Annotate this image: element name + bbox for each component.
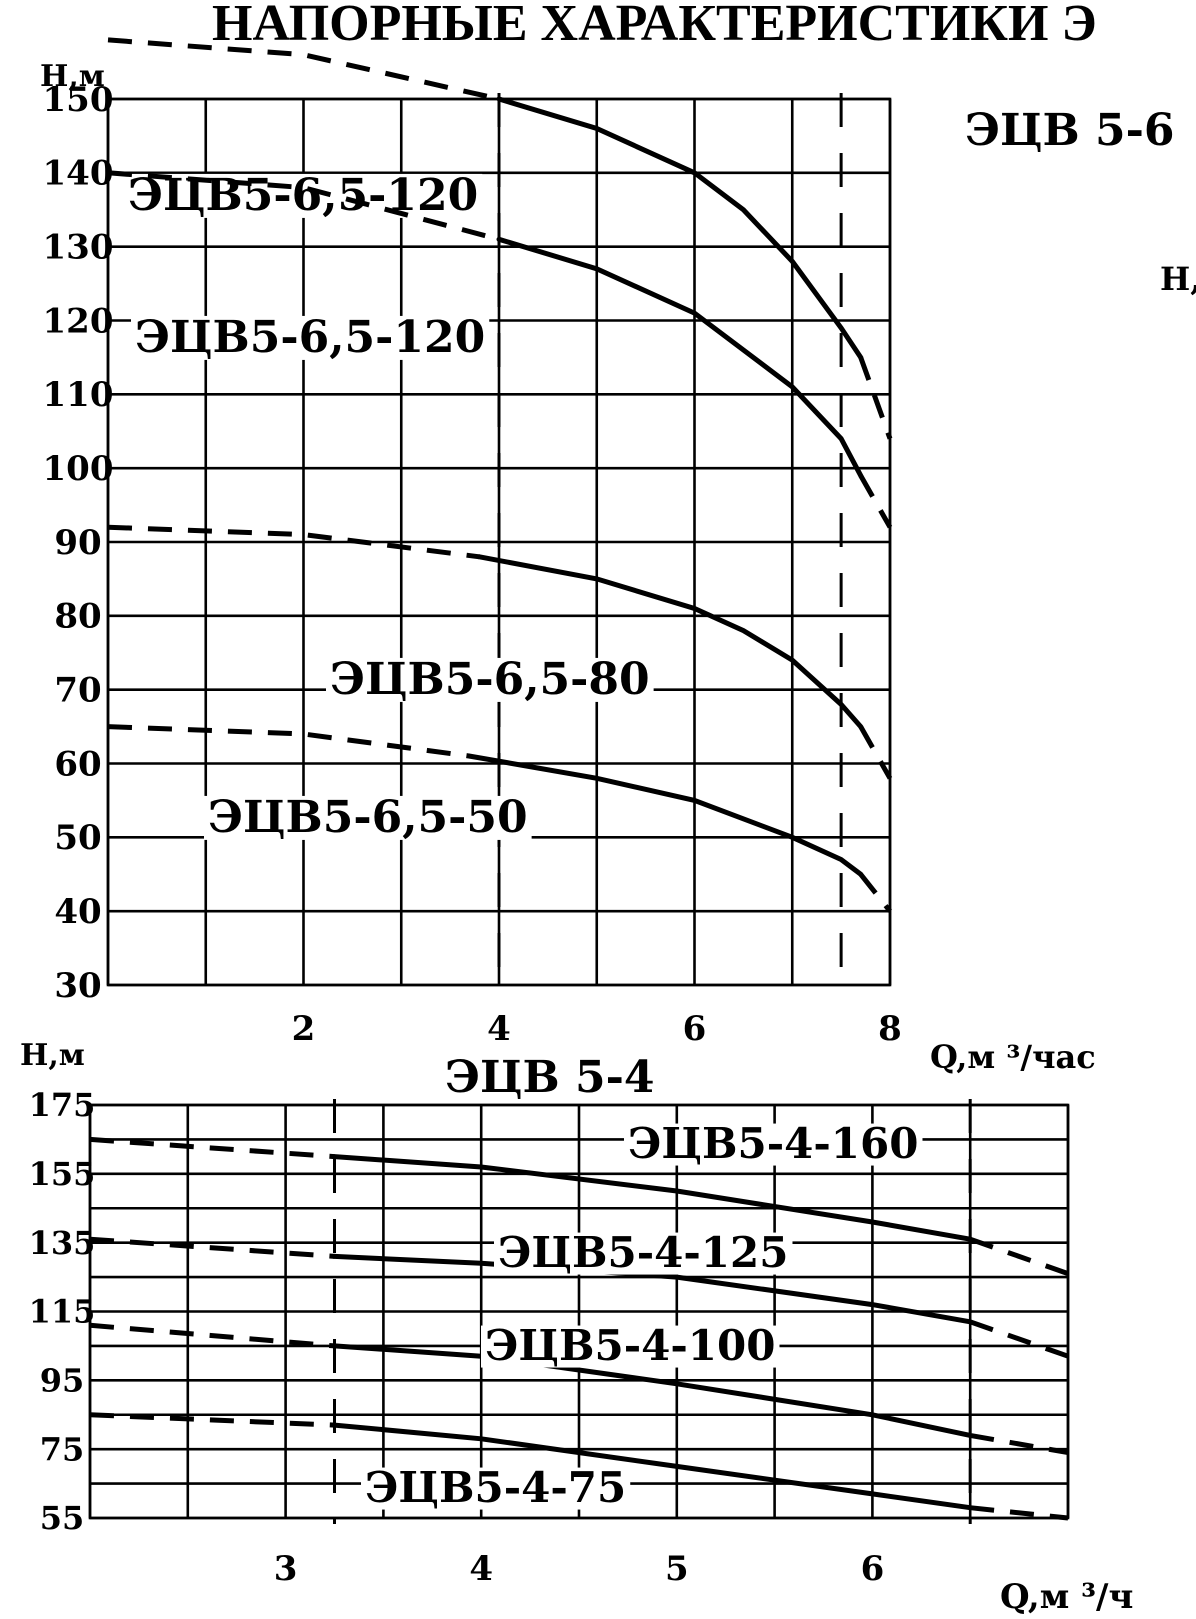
x-tick-label: 4 <box>487 1009 511 1049</box>
y-tick-label: 50 <box>54 818 101 858</box>
series-4: ЭЦВ5-6,5-50 <box>107 724 892 913</box>
page-title: НАПОРНЫЕ ХАРАКТЕРИСТИКИ Э <box>212 0 1097 52</box>
x-tick-label: 8 <box>878 1009 902 1049</box>
series-name-label: ЭЦВ5-4-125 <box>498 1228 788 1277</box>
y-tick-label: 115 <box>29 1293 96 1331</box>
series-line-solid <box>332 1422 973 1511</box>
y-tick-label: 175 <box>29 1086 96 1124</box>
plot-frame <box>88 1103 1070 1520</box>
y-tick-label: 100 <box>43 449 114 489</box>
series-label-bg <box>124 173 483 218</box>
series-name-label: ЭЦВ5-4-75 <box>365 1463 626 1512</box>
series-line-solid <box>332 1343 973 1438</box>
series-3: ЭЦВ5-6,5-80 <box>107 524 893 780</box>
series-line-dashed-left <box>107 170 500 242</box>
series-name-label: ЭЦВ5-6,5-120 <box>128 170 478 221</box>
series-label-bg <box>494 1232 793 1275</box>
right-axis-fragment: Н, <box>1160 260 1196 298</box>
x-tick-label: 2 <box>292 1009 316 1049</box>
y-tick-label: 130 <box>43 228 114 268</box>
series-label-bg <box>481 1325 780 1368</box>
x-tick-label: 3 <box>274 1549 298 1589</box>
y-axis-label: Н,м <box>20 1038 85 1073</box>
y-tick-label: 70 <box>54 671 101 711</box>
series-line-dashed-left <box>89 1322 335 1349</box>
series-line-solid <box>496 96 864 360</box>
series-line-dashed-right <box>969 1432 1069 1456</box>
series-line-dashed-right <box>858 872 892 913</box>
series-line-dashed-left <box>89 1236 335 1259</box>
y-tick-label: 135 <box>29 1224 96 1262</box>
y-tick-label: 60 <box>54 744 101 784</box>
y-tick-label: 55 <box>40 1499 85 1537</box>
series-line-solid <box>476 554 864 730</box>
series-line-dashed-right <box>858 474 893 529</box>
series-label-bg <box>326 657 654 702</box>
y-tick-label: 95 <box>40 1362 85 1400</box>
series-label-bg <box>131 315 490 360</box>
series-3: ЭЦВ5-4-100 <box>89 1321 1069 1456</box>
series-line-dashed-left <box>107 724 471 759</box>
y-tick-label: 75 <box>40 1430 85 1468</box>
x-axis-label: Q,м ³/ч <box>1000 1577 1133 1617</box>
x-tick-label: 6 <box>861 1549 885 1589</box>
x-tick-label: 5 <box>665 1549 689 1589</box>
series-line-solid <box>496 236 864 479</box>
series-2: ЭЦВ5-4-125 <box>89 1228 1069 1359</box>
series-name-label: ЭЦВ5-6,5-80 <box>330 654 650 705</box>
grid <box>88 1103 1070 1520</box>
x-tick-label: 4 <box>469 1549 493 1589</box>
y-tick-label: 120 <box>43 301 114 341</box>
series-line-dashed-right <box>858 725 893 780</box>
y-tick-label: 90 <box>54 523 101 563</box>
chart-ecv-5-6-5: 30 40 50 60 70 80 90 100 110 120 130 140 150 2 4 6 8 Н,м Q… <box>40 37 1096 1076</box>
series-name-label: ЭЦВ5-6,5-50 <box>208 792 528 843</box>
y-axis-label: Н,м <box>40 59 105 94</box>
series-1: ЭЦВ5-4-160 <box>89 1119 1069 1276</box>
series-line-solid <box>332 1154 973 1242</box>
series-line-dashed-right <box>969 1505 1069 1521</box>
series-line-dashed-right <box>969 1319 1069 1359</box>
series-line-dashed-right <box>858 356 893 440</box>
series-line-dashed-left <box>89 1412 335 1428</box>
series-name-label: ЭЦВ5-4-100 <box>485 1321 775 1370</box>
right-heading: ЭЦВ 5-6 <box>965 105 1175 156</box>
series-line-dashed-left <box>89 1136 335 1160</box>
series-4: ЭЦВ5-4-75 <box>89 1412 1069 1521</box>
chart-ecv-5-4: 55 75 95 115 135 155 175 3 4 5 6 Н,м Q,м ³/ч ЭЦВ 5-4 Э… <box>20 1038 1133 1617</box>
series-line-dashed-left <box>107 37 500 102</box>
series-line-dashed-right <box>969 1236 1069 1276</box>
series-line-solid <box>332 1253 973 1325</box>
chart-title: ЭЦВ 5-4 <box>445 1052 655 1103</box>
x-tick-label: 6 <box>683 1009 707 1049</box>
y-tick-label: 150 <box>43 80 114 120</box>
series-name-label: ЭЦВ5-4-160 <box>628 1119 918 1168</box>
series-1: ЭЦВ5-6,5-120 <box>107 37 893 440</box>
series-label-bg <box>204 795 532 840</box>
x-axis-label: Q,м ³/час <box>930 1038 1096 1076</box>
y-tick-label: 80 <box>54 597 101 637</box>
series-label-bg <box>624 1123 923 1166</box>
series-2: ЭЦВ5-6,5-120 <box>107 170 893 529</box>
y-tick-label: 30 <box>54 966 101 1006</box>
y-tick-label: 155 <box>29 1155 96 1193</box>
series-name-label: ЭЦВ5-6,5-120 <box>135 312 485 363</box>
y-tick-label: 140 <box>43 154 114 194</box>
y-tick-label: 40 <box>54 892 101 932</box>
y-tick-label: 110 <box>43 375 114 415</box>
series-line-solid <box>467 753 864 877</box>
series-label-bg <box>361 1467 631 1510</box>
